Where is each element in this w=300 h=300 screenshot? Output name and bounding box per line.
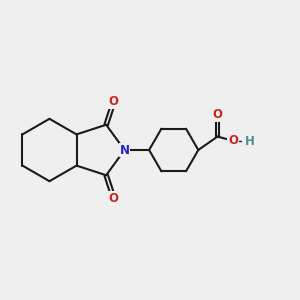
Text: H: H xyxy=(245,135,255,148)
Text: O: O xyxy=(109,95,119,108)
Text: N: N xyxy=(119,143,130,157)
Text: O: O xyxy=(228,134,239,147)
Text: O: O xyxy=(212,109,223,122)
Text: O: O xyxy=(109,192,119,205)
